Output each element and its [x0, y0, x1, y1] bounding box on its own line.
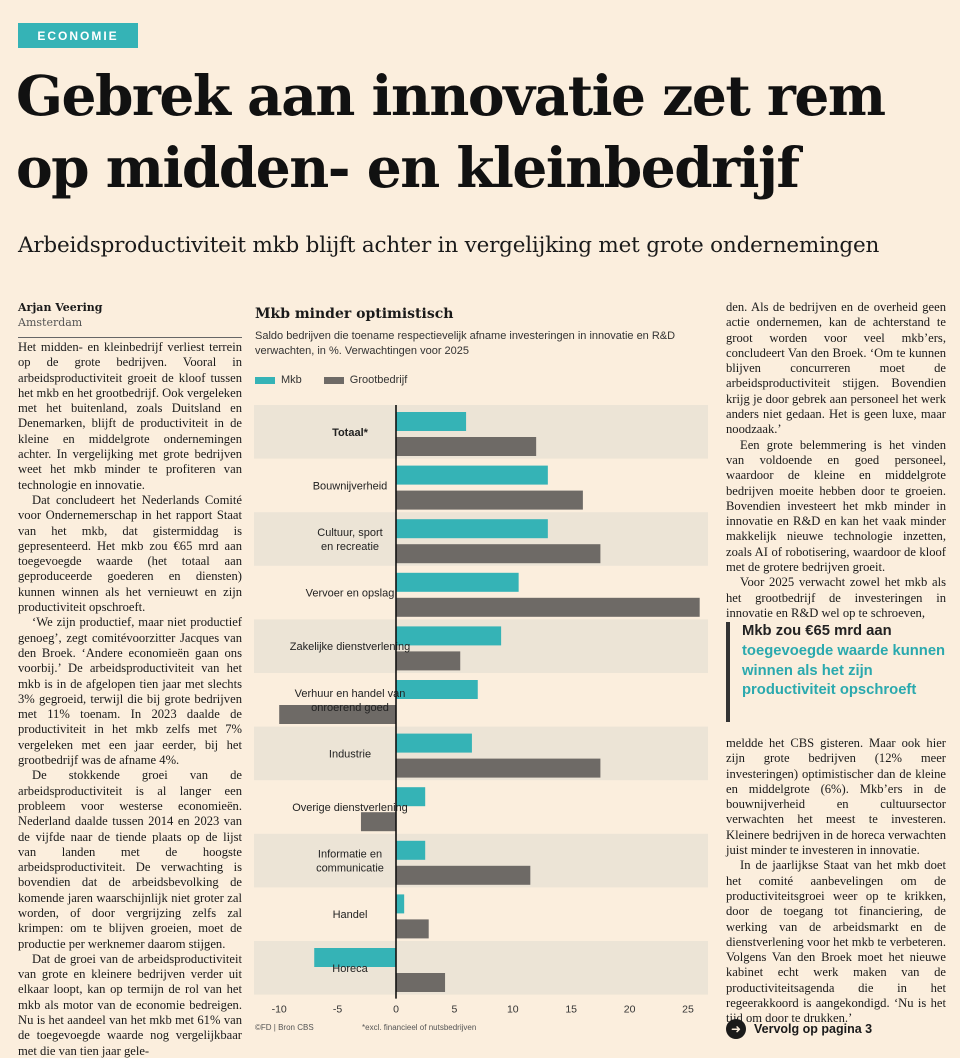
category-label: onroerend goed: [311, 702, 389, 714]
headline-line-2: op midden- en kleinbedrijf: [16, 135, 800, 200]
bar-mkb-3: [396, 572, 519, 592]
paragraph: den. Als de bedrijven en de overheid gee…: [726, 300, 946, 437]
x-tick-label: 25: [682, 1004, 694, 1016]
bar-mkb-2: [396, 519, 548, 539]
x-tick-label: 20: [624, 1004, 636, 1016]
bar-mkb-8: [396, 840, 426, 860]
article-column-3-bottom: meldde het CBS gisteren. Maar ook hier z…: [726, 736, 946, 1027]
paragraph: De stokkende groei van de arbeidsproduct…: [18, 768, 242, 951]
pull-quote-highlight: toegevoegde waarde kunnen winnen als het…: [742, 642, 946, 699]
article-column-3-top: den. Als de bedrijven en de overheid gee…: [726, 300, 946, 621]
continue-link[interactable]: ➜ Vervolg op pagina 3: [726, 1018, 946, 1040]
category-label: Verhuur en handel van: [295, 688, 406, 700]
legend-label-mkb: Mkb: [281, 374, 302, 386]
legend-swatch-mkb: [255, 376, 275, 384]
x-tick-label: 15: [565, 1004, 577, 1016]
bar-grootbedrijf-3: [396, 597, 700, 617]
x-tick-label: -10: [272, 1004, 287, 1016]
bar-grootbedrijf-6: [396, 758, 601, 778]
legend-label-grootbedrijf: Grootbedrijf: [349, 374, 408, 386]
chart-source: ©FD | Bron CBS: [255, 1023, 314, 1032]
bar-mkb-5: [396, 680, 478, 699]
legend-item-mkb: Mkb: [255, 374, 302, 386]
chart-title: Mkb minder optimistisch: [255, 306, 454, 322]
pull-quote-lead: Mkb zou €65 mrd aan: [742, 623, 892, 639]
bar-grootbedrijf-2: [396, 544, 601, 564]
bar-grootbedrijf-4: [396, 651, 461, 671]
author-name: Arjan Veering: [18, 301, 103, 314]
bar-chart: Totaal* Bouwnijverheid Cultuur, sport en re…: [254, 405, 708, 1016]
paragraph: Dat de groei van de arbeidsproductivitei…: [18, 951, 242, 1058]
bar-mkb-0: [396, 412, 467, 431]
bar-grootbedrijf-7: [360, 812, 396, 832]
category-label: en recreatie: [321, 541, 379, 553]
bar-grootbedrijf-5: [279, 705, 396, 724]
paragraph: Voor 2025 verwacht zowel het mkb als het…: [726, 575, 946, 620]
paragraph: Dat concludeert het Nederlands Comité vo…: [18, 492, 242, 615]
byline-divider: [18, 337, 242, 338]
category-label: Industrie: [329, 748, 371, 760]
headline: Gebrek aan innovatie zet rem op midden- …: [16, 60, 946, 204]
bar-grootbedrijf-8: [396, 865, 531, 885]
bar-mkb-7: [396, 787, 426, 807]
legend-swatch-grootbedrijf: [323, 376, 344, 384]
paragraph: meldde het CBS gisteren. Maar ook hier z…: [726, 736, 946, 858]
chart-legend: Mkb Grootbedrijf: [255, 374, 407, 386]
bar-mkb-1: [396, 465, 548, 485]
x-tick-label: -5: [333, 1004, 342, 1016]
category-label: Handel: [333, 909, 368, 921]
category-label: Informatie en: [318, 849, 382, 861]
continue-label: Vervolg op pagina 3: [754, 1022, 873, 1036]
category-label: Totaal*: [332, 427, 369, 439]
category-label: communicatie: [316, 863, 384, 875]
author-location: Amsterdam: [18, 316, 83, 329]
category-label: Zakelijke dienstverlening: [290, 641, 410, 653]
arrow-right-icon: ➜: [726, 1019, 746, 1039]
paragraph: Een grote belemmering is het vinden van …: [726, 437, 946, 575]
pull-quote: Mkb zou €65 mrd aan toegevoegde waarde k…: [726, 622, 948, 722]
bar-grootbedrijf-1: [396, 490, 583, 510]
section-tag: ECONOMIE: [18, 23, 138, 48]
x-tick-label: 5: [451, 1004, 457, 1016]
paragraph: Het midden- en kleinbedrijf verliest ter…: [18, 340, 242, 492]
x-tick-label: 0: [393, 1004, 399, 1016]
x-tick-label: 10: [507, 1004, 519, 1016]
headline-line-1: Gebrek aan innovatie zet rem: [16, 63, 886, 128]
bar-grootbedrijf-9: [396, 919, 429, 939]
legend-item-grootbedrijf: Grootbedrijf: [323, 374, 408, 386]
category-label: Cultuur, sport: [317, 527, 382, 539]
bar-mkb-6: [396, 733, 472, 753]
chart-footnote: *excl. financieel of nutsbedrijven: [362, 1023, 477, 1032]
category-label: Vervoer en opslag: [306, 588, 395, 600]
bar-grootbedrijf-10: [396, 973, 446, 992]
bar-grootbedrijf-0: [396, 437, 537, 456]
bar-mkb-9: [396, 894, 405, 914]
paragraph: In de jaarlijkse Staat van het mkb doet …: [726, 858, 946, 1026]
category-label: Horeca: [332, 963, 368, 975]
category-label: Overige dienstverlening: [292, 802, 408, 814]
paragraph: ‘We zijn productief, maar niet productie…: [18, 615, 242, 768]
article-column-1: Het midden- en kleinbedrijf verliest ter…: [18, 340, 242, 1058]
subheadline: Arbeidsproductiviteit mkb blijft achter …: [18, 233, 880, 258]
chart-subtitle: Saldo bedrijven die toename respectievel…: [255, 330, 676, 357]
category-label: Bouwnijverheid: [313, 480, 388, 492]
bar-mkb-10: [314, 948, 396, 967]
bar-mkb-4: [396, 626, 502, 646]
